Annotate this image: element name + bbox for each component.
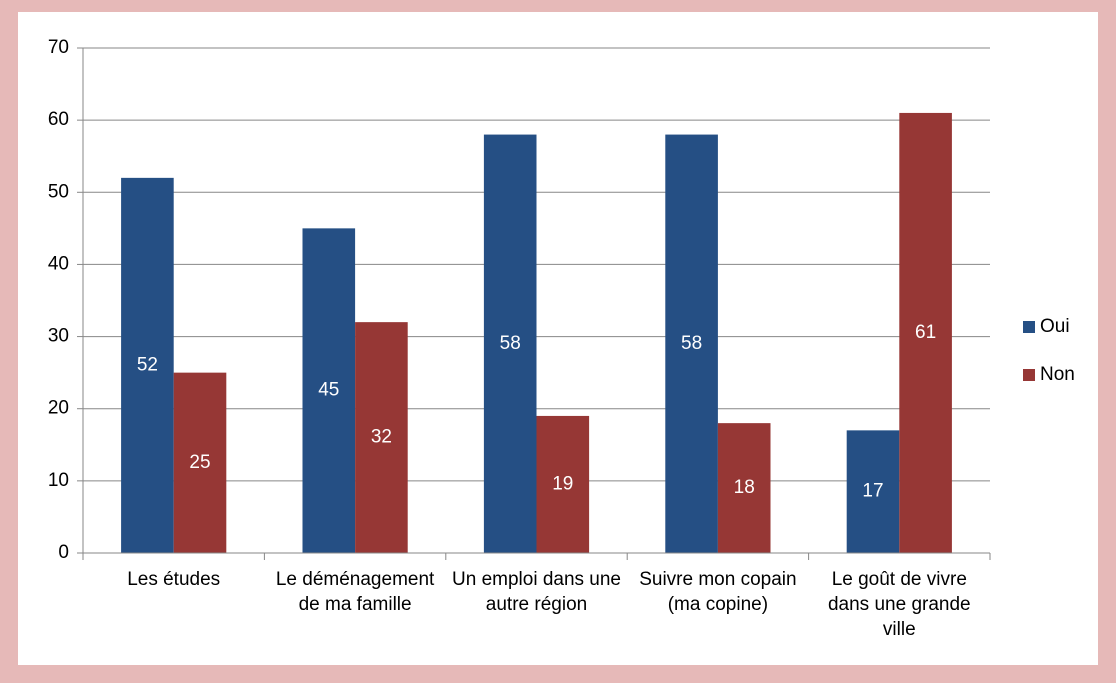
bar bbox=[717, 423, 771, 553]
y-tick-label: 10 bbox=[48, 470, 69, 491]
x-tick-label: Le goût de vivre dans une grande ville bbox=[827, 569, 971, 640]
bar bbox=[483, 134, 537, 554]
bar bbox=[536, 415, 590, 553]
value-label: 61 bbox=[915, 322, 936, 343]
y-tick-label: 60 bbox=[48, 109, 69, 130]
bar bbox=[121, 177, 174, 553]
legend-label: Oui bbox=[1040, 316, 1070, 337]
value-label: 58 bbox=[681, 333, 702, 354]
x-label-box: Un emploi dans une autre région bbox=[452, 569, 621, 615]
x-label-box: Suivre mon copain (ma copine) bbox=[639, 569, 797, 615]
y-tick-label: 20 bbox=[48, 398, 69, 419]
y-tick-label: 30 bbox=[48, 326, 69, 347]
x-label-box: Le déménagement de ma famille bbox=[275, 569, 435, 615]
x-label-box: Les études bbox=[127, 569, 221, 590]
x-tick-label: Suivre mon copain (ma copine) bbox=[639, 569, 797, 615]
bar bbox=[355, 322, 408, 553]
y-tick-label: 40 bbox=[48, 253, 69, 274]
value-label: 18 bbox=[734, 477, 755, 498]
bar bbox=[665, 134, 718, 554]
y-tick-label: 0 bbox=[58, 542, 69, 563]
value-label: 17 bbox=[862, 481, 883, 502]
legend-swatch bbox=[1023, 321, 1035, 333]
x-tick-label: Un emploi dans une autre région bbox=[452, 569, 621, 615]
y-tick-label: 70 bbox=[48, 37, 69, 58]
bar bbox=[302, 228, 356, 553]
bar bbox=[173, 372, 227, 553]
value-label: 32 bbox=[371, 427, 392, 448]
chart: 0 10 20 30 40 50 60 70 Les études 52 25 Le déménage… bbox=[18, 12, 1098, 665]
x-tick-label: Les études bbox=[127, 569, 221, 590]
value-label: 19 bbox=[552, 473, 573, 494]
legend-label: Non bbox=[1040, 364, 1075, 385]
y-tick-label: 50 bbox=[48, 181, 69, 202]
x-label-box: Le goût de vivre dans une grande ville bbox=[827, 569, 971, 640]
value-label: 58 bbox=[500, 333, 521, 354]
bar bbox=[899, 112, 952, 553]
x-tick-label: Le déménagement de ma famille bbox=[275, 569, 435, 615]
bar bbox=[846, 430, 900, 553]
legend-swatch bbox=[1023, 369, 1035, 381]
value-label: 25 bbox=[189, 452, 210, 473]
value-label: 45 bbox=[318, 380, 339, 401]
value-label: 52 bbox=[137, 354, 158, 375]
